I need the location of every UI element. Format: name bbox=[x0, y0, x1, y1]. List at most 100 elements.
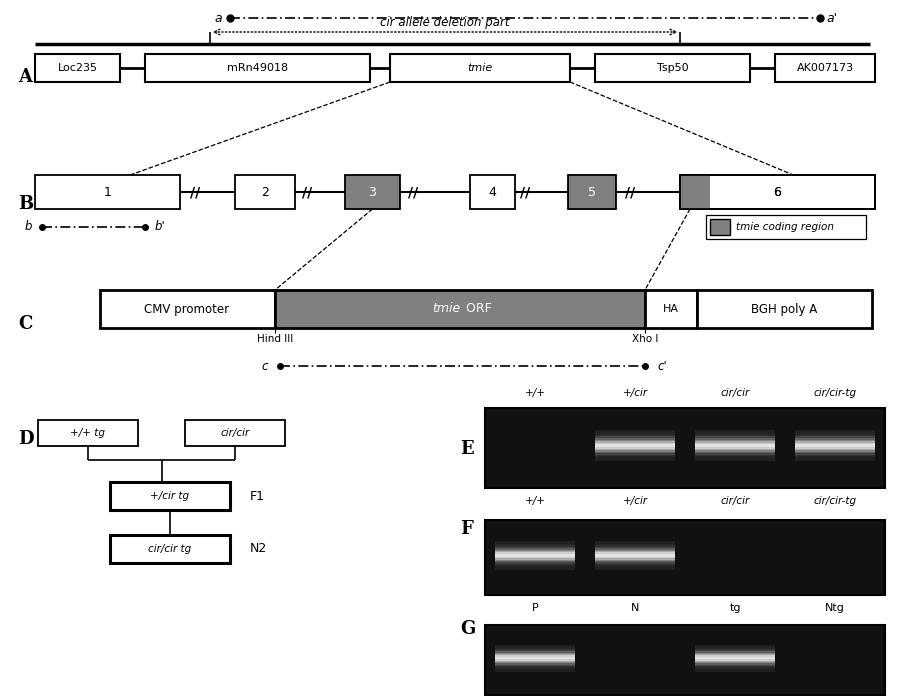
Text: Xho I: Xho I bbox=[632, 334, 658, 344]
Bar bbox=[595, 459, 675, 461]
Bar bbox=[495, 562, 575, 564]
Bar bbox=[495, 567, 575, 569]
Bar bbox=[695, 441, 775, 443]
Bar bbox=[495, 663, 575, 665]
Text: +/+: +/+ bbox=[525, 388, 545, 398]
Bar bbox=[495, 667, 575, 669]
Bar bbox=[495, 650, 575, 651]
Bar bbox=[795, 457, 875, 458]
Bar bbox=[795, 444, 875, 446]
Bar bbox=[695, 443, 775, 445]
Bar bbox=[795, 430, 875, 432]
Bar bbox=[595, 545, 675, 547]
Bar bbox=[795, 454, 875, 457]
Bar bbox=[795, 458, 875, 460]
Bar bbox=[495, 646, 575, 648]
Bar bbox=[485, 520, 885, 595]
Bar bbox=[595, 54, 750, 82]
Bar bbox=[595, 430, 675, 432]
Bar bbox=[697, 290, 872, 328]
Text: cir/cir tg: cir/cir tg bbox=[148, 544, 192, 554]
Text: D: D bbox=[18, 430, 33, 448]
Text: //: // bbox=[302, 185, 312, 199]
Bar bbox=[495, 665, 575, 666]
Bar bbox=[595, 450, 675, 452]
Bar bbox=[495, 548, 575, 550]
Bar bbox=[795, 435, 875, 437]
Bar bbox=[495, 553, 575, 554]
Bar bbox=[495, 649, 575, 651]
Bar bbox=[595, 436, 675, 438]
Text: 2: 2 bbox=[261, 186, 269, 198]
Bar bbox=[595, 434, 675, 436]
Bar bbox=[495, 546, 575, 548]
Bar bbox=[495, 555, 575, 557]
Bar bbox=[795, 445, 875, 448]
Bar bbox=[595, 567, 675, 569]
Bar bbox=[470, 175, 515, 209]
Text: HA: HA bbox=[663, 304, 679, 314]
Bar bbox=[795, 434, 875, 436]
Bar bbox=[595, 561, 675, 563]
Bar bbox=[795, 443, 875, 445]
Bar bbox=[695, 430, 775, 432]
Text: cir/cir: cir/cir bbox=[720, 388, 750, 398]
Bar bbox=[495, 651, 575, 653]
Text: C: C bbox=[18, 315, 32, 333]
Bar bbox=[495, 561, 575, 563]
Text: cir/cir-tg: cir/cir-tg bbox=[814, 388, 857, 398]
Bar bbox=[795, 436, 875, 438]
Bar bbox=[680, 175, 710, 209]
Bar bbox=[595, 560, 675, 562]
Bar bbox=[795, 439, 875, 441]
Bar bbox=[695, 432, 775, 434]
Text: tmie: tmie bbox=[432, 303, 460, 315]
Bar bbox=[145, 54, 370, 82]
Bar bbox=[485, 625, 885, 695]
Bar bbox=[595, 445, 675, 448]
Bar bbox=[495, 658, 575, 660]
Text: tg: tg bbox=[729, 603, 741, 613]
Bar bbox=[595, 548, 675, 550]
Bar bbox=[110, 535, 230, 563]
Text: //: // bbox=[625, 185, 635, 199]
Bar bbox=[495, 662, 575, 664]
Bar bbox=[595, 553, 675, 554]
Text: //: // bbox=[190, 185, 200, 199]
Bar bbox=[595, 439, 675, 441]
Bar bbox=[595, 542, 675, 544]
Text: c: c bbox=[262, 360, 268, 372]
Bar bbox=[695, 669, 775, 670]
Bar bbox=[495, 550, 575, 551]
Bar bbox=[595, 453, 675, 455]
Bar bbox=[695, 454, 775, 457]
Bar bbox=[695, 656, 775, 658]
Bar bbox=[38, 420, 138, 446]
Bar bbox=[795, 432, 875, 434]
Bar bbox=[495, 560, 575, 562]
Bar bbox=[595, 457, 675, 458]
Bar bbox=[695, 665, 775, 666]
Bar bbox=[275, 290, 645, 328]
Text: BGH poly A: BGH poly A bbox=[751, 303, 817, 315]
Bar bbox=[495, 568, 575, 570]
Bar bbox=[795, 453, 875, 455]
Bar bbox=[595, 562, 675, 564]
Bar bbox=[795, 441, 875, 443]
Text: //: // bbox=[408, 185, 418, 199]
Bar bbox=[235, 175, 295, 209]
Bar bbox=[695, 658, 775, 660]
Bar bbox=[495, 554, 575, 555]
Text: a: a bbox=[214, 12, 222, 24]
Bar bbox=[595, 443, 675, 445]
Bar bbox=[100, 290, 275, 328]
Bar bbox=[595, 452, 675, 454]
Text: N2: N2 bbox=[250, 542, 267, 555]
Text: 5: 5 bbox=[588, 186, 596, 198]
Text: P: P bbox=[532, 603, 538, 613]
Bar bbox=[495, 542, 575, 544]
Bar bbox=[595, 458, 675, 460]
Text: +/+: +/+ bbox=[525, 496, 545, 506]
Text: B: B bbox=[18, 195, 33, 213]
Bar bbox=[695, 667, 775, 669]
